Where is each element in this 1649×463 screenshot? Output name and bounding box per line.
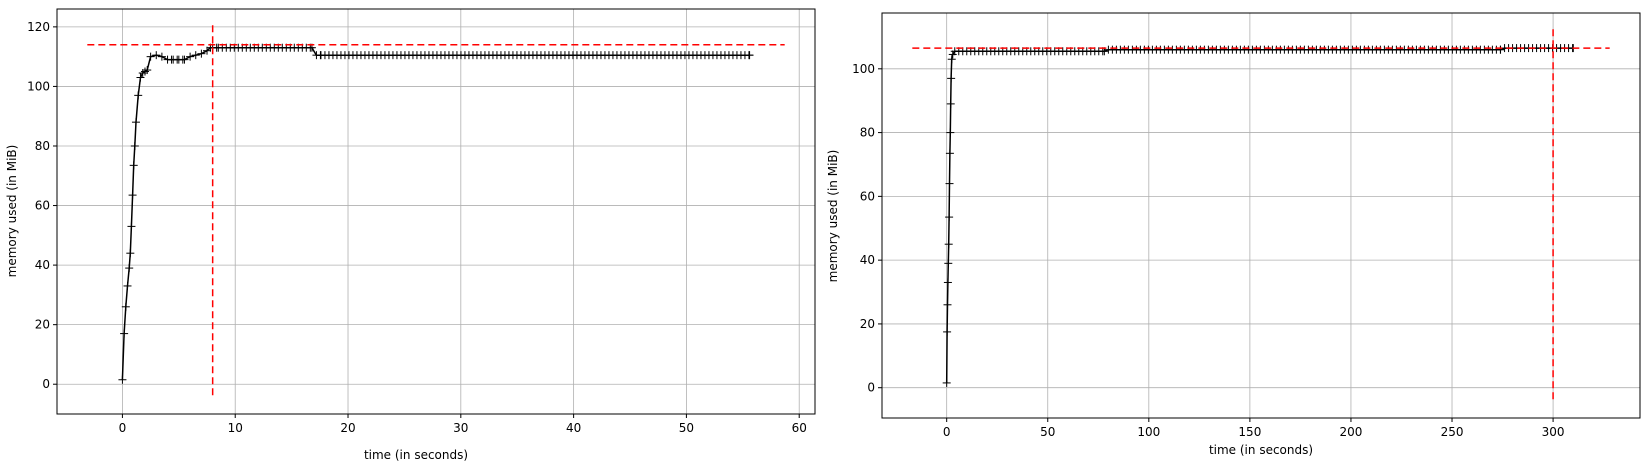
data-point: [178, 55, 187, 64]
data-point: [146, 52, 155, 61]
data-point: [946, 99, 955, 108]
data-point: [134, 91, 143, 100]
y-tick-label: 40: [35, 258, 50, 272]
data-point: [947, 55, 956, 64]
x-tick-label: 50: [1040, 425, 1055, 439]
data-point: [1496, 45, 1505, 54]
data-point: [945, 149, 954, 158]
data-point: [945, 213, 954, 222]
data-point: [947, 74, 956, 83]
data-point: [157, 52, 166, 61]
x-tick-label: 200: [1339, 425, 1362, 439]
series-line: [945, 47, 1574, 383]
data-point: [121, 302, 130, 311]
chart-right: time (in seconds) memory used (in MiB) 0…: [826, 12, 1641, 457]
y-tick-label: 0: [42, 377, 50, 391]
chart-left: time (in seconds) memory used (in MiB) 0…: [5, 8, 816, 462]
data-point: [152, 51, 161, 60]
plot-frame: [56, 8, 816, 415]
data-point: [944, 259, 953, 268]
x-tick-label: 300: [1542, 425, 1565, 439]
y-tick-label: 20: [860, 317, 875, 331]
y-tick-label: 100: [852, 62, 875, 76]
y-tick-label: 20: [35, 318, 50, 332]
x-axis-label-right: time (in seconds): [1209, 443, 1313, 457]
x-tick-label: 100: [1137, 425, 1160, 439]
y-tick-label: 60: [35, 199, 50, 213]
data-point: [120, 329, 129, 338]
data-point: [118, 375, 127, 384]
data-point: [131, 118, 140, 127]
x-axis-label-left: time (in seconds): [364, 448, 468, 462]
y-axis-label-left: memory used (in MiB): [5, 145, 19, 278]
data-point: [130, 141, 139, 150]
data-point: [143, 66, 152, 75]
data-point: [123, 281, 132, 290]
y-tick-label: 0: [867, 381, 875, 395]
y-tick-label: 80: [35, 139, 50, 153]
data-point: [943, 300, 952, 309]
data-point: [948, 50, 957, 59]
y-tick-label: 60: [860, 189, 875, 203]
x-tick-label: 0: [943, 425, 951, 439]
x-tick-label: 250: [1441, 425, 1464, 439]
x-tick-label: 150: [1238, 425, 1261, 439]
plot-frame: [881, 12, 1641, 419]
data-point: [127, 222, 136, 231]
x-tick-label: 40: [566, 421, 581, 435]
data-point: [126, 249, 135, 258]
data-point: [197, 49, 206, 58]
x-tick-label: 60: [792, 421, 807, 435]
data-point: [944, 240, 953, 249]
y-tick-label: 120: [27, 20, 50, 34]
data-point: [128, 191, 137, 200]
data-point: [943, 327, 952, 336]
data-point: [942, 378, 951, 387]
data-point: [191, 51, 200, 60]
y-tick-label: 100: [27, 79, 50, 93]
data-point: [129, 161, 138, 170]
data-point: [136, 73, 145, 82]
y-tick-label: 40: [860, 253, 875, 267]
y-tick-label: 80: [860, 126, 875, 140]
x-tick-label: 50: [679, 421, 694, 435]
series-line: [121, 46, 750, 380]
x-tick-label: 10: [228, 421, 243, 435]
x-tick-label: 20: [340, 421, 355, 435]
data-point: [946, 128, 955, 137]
x-tick-label: 0: [119, 421, 127, 435]
data-point: [744, 51, 753, 60]
data-point: [945, 179, 954, 188]
data-point: [125, 264, 134, 273]
data-point: [943, 278, 952, 287]
x-tick-label: 30: [453, 421, 468, 435]
y-axis-label-right: memory used (in MiB): [826, 150, 840, 283]
data-point: [186, 52, 195, 61]
